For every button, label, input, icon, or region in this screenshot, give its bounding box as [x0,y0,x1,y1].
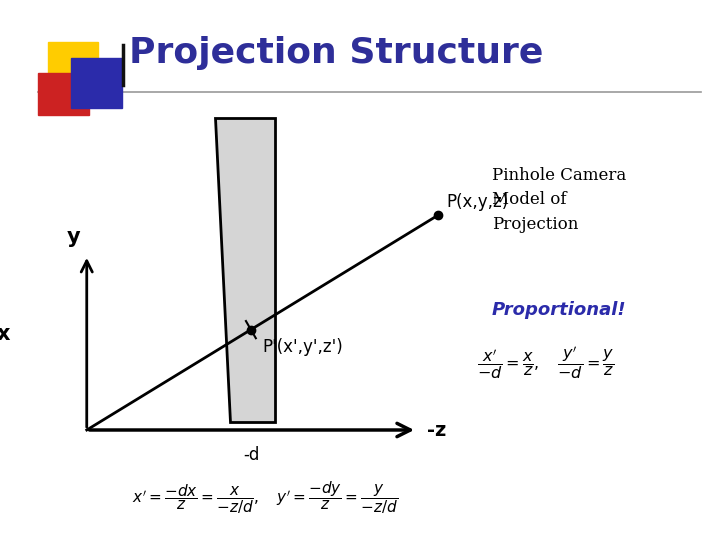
Bar [71,58,122,108]
Text: -z: -z [427,421,446,440]
Text: $x'= \dfrac{-dx}{z} = \dfrac{x}{-z/d},\quad y'= \dfrac{-dy}{z} = \dfrac{y}{-z/d}: $x'= \dfrac{-dx}{z} = \dfrac{x}{-z/d},\q… [132,480,399,516]
Bar [38,73,89,115]
Text: Projection Structure: Projection Structure [130,36,544,70]
Text: Proportional!: Proportional! [492,301,626,319]
Text: -d: -d [243,446,260,464]
Text: $\dfrac{x'}{-d} = \dfrac{x}{z},\quad \dfrac{y'}{-d} = \dfrac{y}{z}$: $\dfrac{x'}{-d} = \dfrac{x}{z},\quad \df… [477,343,615,381]
Text: Pinhole Camera
Model of
Projection: Pinhole Camera Model of Projection [492,167,626,233]
Text: P'(x',y',z'): P'(x',y',z') [263,338,343,356]
Text: P(x,y,z): P(x,y,z) [446,193,508,211]
Text: x: x [0,324,10,344]
Bar [48,42,99,90]
Polygon shape [215,118,275,422]
Text: y: y [66,227,80,247]
